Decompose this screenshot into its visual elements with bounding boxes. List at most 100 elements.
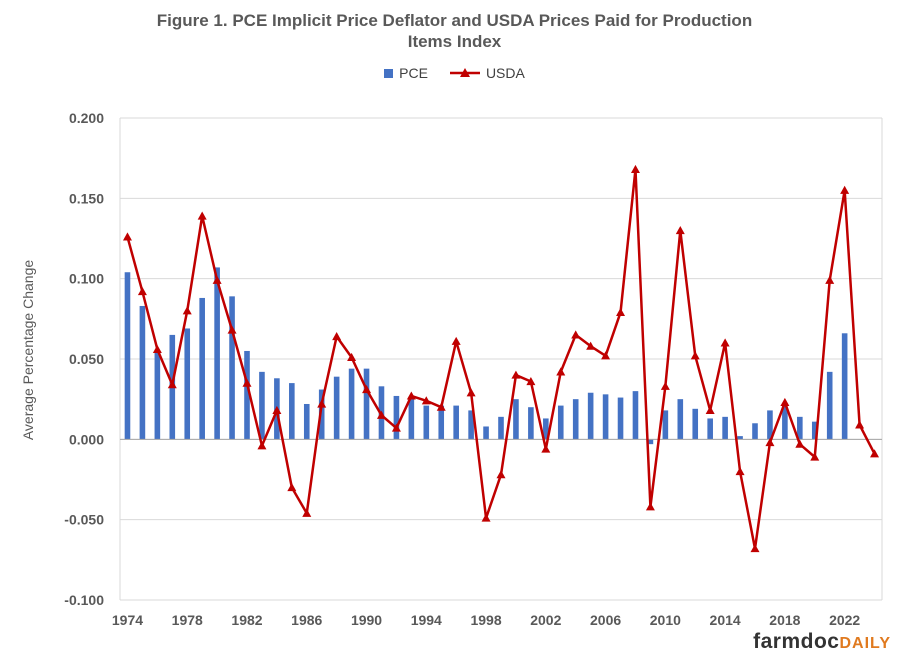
usda-point-2010 [660,381,670,390]
y-tick-label: 0.150 [69,190,104,206]
pce-bar-2010 [662,410,669,440]
pce-bar-2014 [722,416,728,440]
usda-point-2003 [556,367,566,376]
usda-point-2005 [586,341,596,350]
usda-point-2012 [690,351,700,360]
pce-bar-1976 [154,350,161,440]
x-tick-label: 1990 [351,612,382,628]
usda-point-2017 [765,438,775,447]
pce-bar-2011 [677,399,684,440]
usda-point-2015 [735,466,745,476]
y-tick-label: -0.050 [64,512,104,528]
usda-point-1999 [496,470,506,479]
pce-bar-1987 [318,389,325,440]
pce-bar-2012 [692,408,699,440]
usda-point-1982 [242,378,252,387]
x-tick-label: 2006 [590,612,621,628]
pce-bar-1985 [289,383,295,440]
pce-bar-2018 [782,405,788,440]
usda-point-2022 [840,185,850,194]
legend-label-usda: USDA [485,65,525,81]
usda-point-2011 [675,225,685,235]
usda-point-2020 [810,452,820,461]
x-tick-label: 1994 [411,612,442,628]
usda-point-2002 [541,444,551,453]
usda-point-1977 [167,380,177,389]
pce-bar-1997 [468,410,474,440]
x-tick-label: 2014 [710,612,741,628]
usda-point-1975 [137,287,147,296]
chart-title-line-2: Items Index [407,32,502,51]
pce-bar-2017 [767,410,773,440]
pce-bar-2005 [587,392,594,440]
pce-bar-1978 [184,328,191,440]
pce-bar-1979 [199,297,205,440]
usda-point-2023 [855,420,865,429]
usda-point-1985 [287,483,297,492]
usda-point-2008 [630,164,640,174]
pce-bar-1982 [244,350,250,440]
usda-point-2018 [780,397,790,406]
usda-point-1978 [182,306,192,315]
y-tick-labels: -0.100 -0.050 0.000 0.050 0.100 0.150 0.200 [64,110,104,608]
x-tick-label: 2022 [829,612,860,628]
usda-line [122,164,880,553]
usda-point-2004 [571,330,581,339]
usda-point-2013 [705,405,715,415]
pce-bar-2022 [841,333,848,440]
legend-swatch-pce [384,68,394,78]
usda-point-1987 [317,399,327,408]
y-tick-label: 0.000 [69,431,104,447]
usda-point-2007 [616,307,626,317]
pce-bar-1998 [483,426,489,440]
pce-bar-1992 [393,395,400,440]
pce-bar-1994 [423,405,430,440]
usda-point-1984 [272,405,282,415]
usda-point-1974 [122,232,132,241]
usda-point-1990 [362,385,372,394]
pce-bar-2003 [557,405,564,440]
usda-point-2000 [511,370,521,379]
usda-point-1992 [391,423,401,432]
usda-point-1995 [436,402,446,411]
usda-point-1996 [451,336,461,345]
legend: PCE USDA [0,65,909,81]
x-tick-label: 2010 [650,612,681,628]
y-tick-label: -0.100 [64,592,104,608]
pce-bar-1981 [229,296,235,440]
logo-text-daily: DAILY [839,635,891,652]
usda-point-1979 [197,211,207,220]
pce-bar-1974 [124,272,131,440]
usda-point-2016 [750,544,760,553]
pce-bar-2020 [811,421,818,440]
usda-point-2006 [601,351,611,360]
chart-title-line-1: Figure 1. PCE Implicit Price Deflator an… [156,11,753,30]
usda-point-1989 [347,352,357,361]
chart-title: Figure 1. PCE Implicit Price Deflator an… [0,10,909,52]
legend-label-pce: PCE [399,65,428,81]
pce-bar-2001 [528,407,534,440]
pce-bar-2009 [647,439,654,445]
pce-bar-1989 [348,368,355,440]
y-tick-label: 0.200 [69,110,104,126]
usda-point-1983 [257,441,267,450]
pce-bar-2019 [797,416,803,440]
usda-point-2009 [645,502,655,511]
pce-bar-2007 [617,397,624,440]
pce-bar-2008 [632,391,639,440]
usda-point-2001 [526,376,536,386]
usda-point-2014 [720,338,730,347]
legend-item-pce: PCE [384,65,428,81]
x-tick-label: 1982 [231,612,262,628]
usda-point-1998 [481,513,491,522]
pce-bar-2015 [737,436,743,440]
logo-text-farmdoc: farmdoc [753,630,840,653]
x-tick-label: 1998 [470,612,501,628]
usda-point-1994 [421,396,431,405]
y-tick-label: 0.100 [69,271,104,287]
pce-bar-1996 [453,405,459,440]
x-tick-label: 2018 [769,612,800,628]
farmdoc-daily-logo: farmdocDAILY [753,630,891,654]
x-tick-labels: 1974 1978 1982 1986 1990 1994 1998 2002 2006 2010… [112,612,861,628]
